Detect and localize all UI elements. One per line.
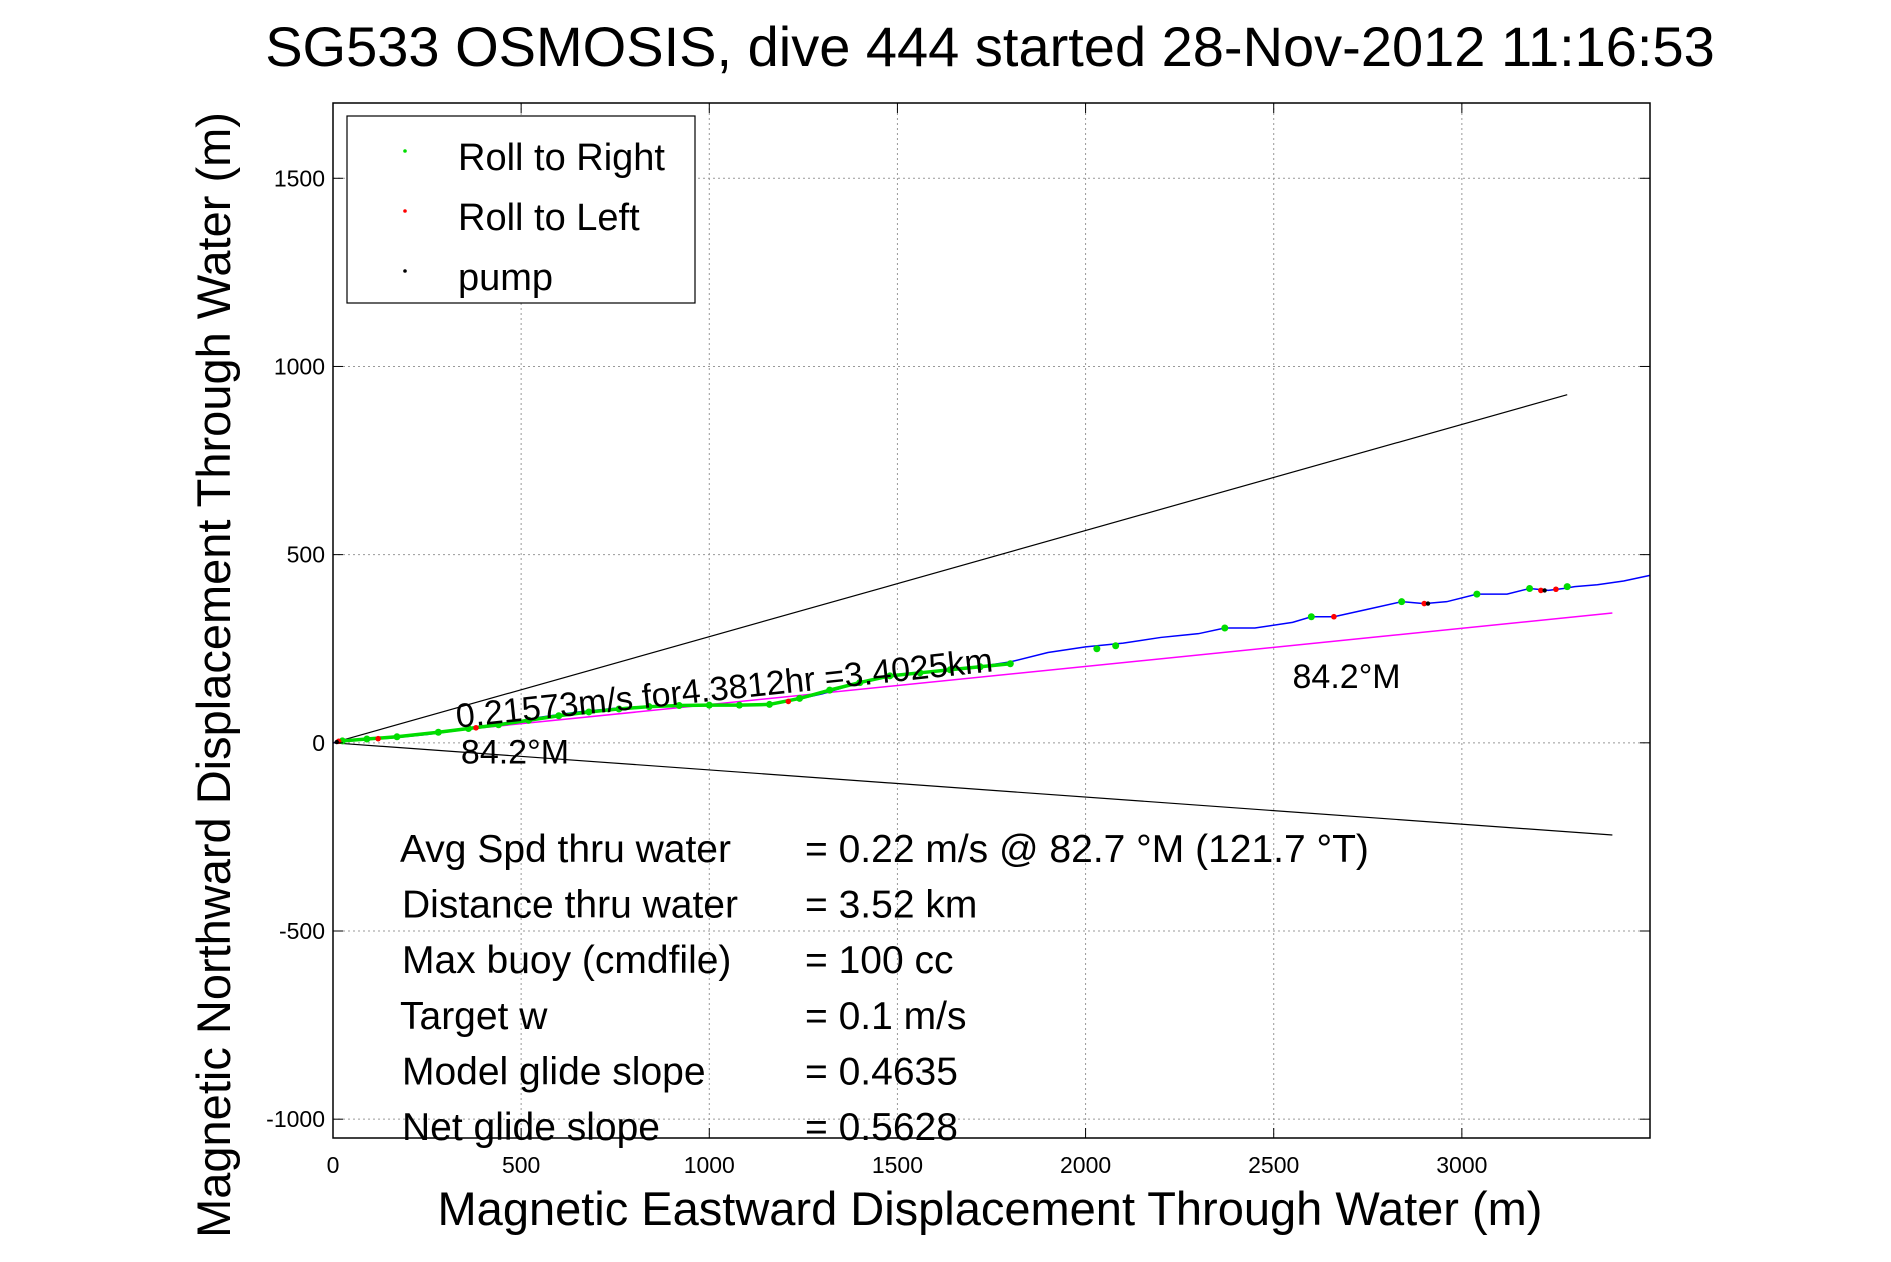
stat-value: = 3.52 km bbox=[805, 884, 977, 927]
legend-marker bbox=[403, 209, 407, 213]
stat-label: Model glide slope bbox=[402, 1050, 706, 1093]
roll-right-point bbox=[1007, 660, 1014, 667]
y-tick-label: -500 bbox=[279, 918, 325, 944]
roll-right-point bbox=[1473, 591, 1480, 598]
roll-right-point bbox=[1308, 613, 1315, 620]
stat-value: = 100 cc bbox=[805, 939, 954, 982]
pump-point bbox=[335, 740, 339, 744]
stat-label: Max buoy (cmdfile) bbox=[402, 939, 731, 982]
x-tick-label: 1000 bbox=[684, 1152, 735, 1178]
x-tick-label: 0 bbox=[327, 1152, 340, 1178]
roll-right-point bbox=[363, 736, 370, 743]
annotations: 0.21573m/s for4.3812hr =3.4025km84.2°M84… bbox=[454, 642, 1401, 772]
x-tick-label: 2500 bbox=[1248, 1152, 1299, 1178]
legend-label: Roll to Left bbox=[458, 197, 640, 239]
legend: Roll to Right Roll to Left pump bbox=[347, 116, 695, 303]
x-tick-label: 2000 bbox=[1060, 1152, 1111, 1178]
plot-annotation: 0.21573m/s for4.3812hr =3.4025km bbox=[454, 642, 995, 736]
roll-right-point bbox=[435, 729, 442, 736]
stat-label: Net glide slope bbox=[402, 1106, 660, 1149]
plot-annotation: 84.2°M bbox=[461, 734, 569, 772]
pump-point bbox=[1542, 588, 1546, 592]
roll-right-point bbox=[393, 733, 400, 740]
legend-label: pump bbox=[458, 257, 553, 299]
legend-marker bbox=[403, 149, 407, 153]
roll-right-point bbox=[1564, 583, 1571, 590]
roll-right-point bbox=[1221, 625, 1228, 632]
x-tick-label: 500 bbox=[502, 1152, 540, 1178]
y-tick-label: 1500 bbox=[274, 165, 325, 191]
chart-title: SG533 OSMOSIS, dive 444 started 28-Nov-2… bbox=[265, 15, 1715, 78]
roll-right-point bbox=[1398, 598, 1405, 605]
roll-right-point bbox=[1093, 645, 1100, 652]
stats-panel: Avg Spd thru water = 0.22 m/s @ 82.7 °M (… bbox=[400, 828, 1369, 1149]
pump-point bbox=[1426, 601, 1430, 605]
stat-value: = 0.1 m/s bbox=[805, 995, 966, 1038]
y-tick-label: 0 bbox=[312, 730, 325, 756]
y-tick-label: 500 bbox=[287, 542, 325, 568]
y-tick-label: 1000 bbox=[274, 353, 325, 379]
roll-left-point bbox=[375, 736, 381, 742]
x-axis-label: Magnetic Eastward Displacement Through W… bbox=[438, 1182, 1543, 1235]
legend-marker bbox=[403, 269, 407, 273]
stat-value: = 0.4635 bbox=[805, 1050, 958, 1093]
roll-right-point bbox=[1526, 585, 1533, 592]
dive-plot: 0 500 1000 1500 2000 2500 3000 -1000 -500 0 500 100… bbox=[0, 0, 1891, 1262]
roll-right-point bbox=[1112, 642, 1119, 649]
x-tick-label: 3000 bbox=[1436, 1152, 1487, 1178]
y-axis-label: Magnetic Northward Displacement Through … bbox=[187, 112, 240, 1238]
x-tick-label: 1500 bbox=[872, 1152, 923, 1178]
plot-annotation: 84.2°M bbox=[1293, 658, 1401, 696]
roll-left-point bbox=[1331, 614, 1337, 620]
stat-value: = 0.22 m/s @ 82.7 °M (121.7 °T) bbox=[805, 828, 1369, 871]
roll-left-point bbox=[1553, 586, 1559, 592]
y-tick-label: -1000 bbox=[266, 1106, 325, 1132]
stat-value: = 0.5628 bbox=[805, 1106, 958, 1149]
stat-label: Target w bbox=[400, 995, 548, 1038]
legend-label: Roll to Right bbox=[458, 137, 665, 179]
stat-label: Avg Spd thru water bbox=[400, 828, 731, 871]
stat-label: Distance thru water bbox=[402, 884, 738, 927]
